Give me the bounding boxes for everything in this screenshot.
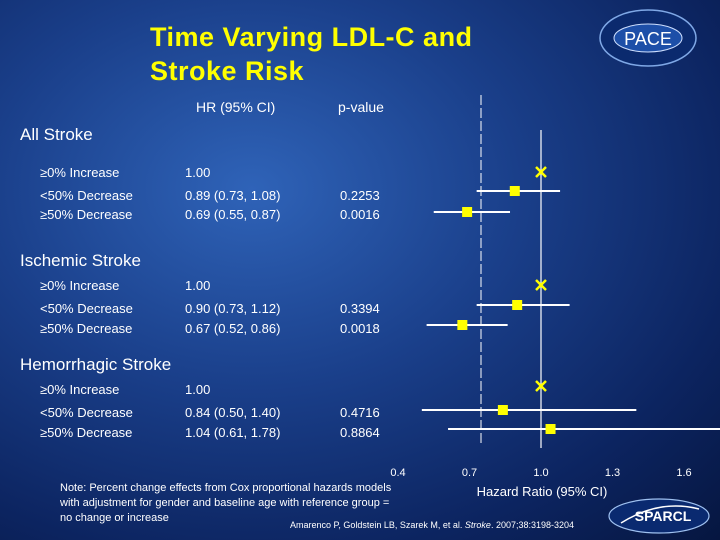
sparcl-logo: SPARCL [607, 497, 711, 535]
x-tick-label: 1.0 [533, 467, 548, 479]
row-hr: 1.00 [185, 278, 211, 293]
x-tick-label: 0.7 [462, 467, 477, 479]
row-p: 0.0018 [340, 321, 380, 336]
x-tick-label: 1.3 [605, 467, 620, 479]
citation-authors: Amarenco P, Goldstein LB, Szarek M, et a… [290, 520, 465, 530]
row-label: ≥0% Increase [40, 278, 120, 293]
reference-marker [535, 380, 547, 392]
hr-marker [509, 186, 520, 196]
row-label: <50% Decrease [40, 301, 133, 316]
title-line-2: Stroke Risk [150, 56, 305, 86]
citation-journal: Stroke [464, 520, 491, 530]
citation: Amarenco P, Goldstein LB, Szarek M, et a… [290, 520, 574, 530]
pace-logo-text: PACE [624, 29, 672, 49]
row-label: ≥0% Increase [40, 165, 120, 180]
row-p: 0.8864 [340, 425, 380, 440]
x-tick-label: 0.4 [390, 467, 405, 479]
row-label: ≥50% Decrease [40, 321, 133, 336]
sparcl-logo-text: SPARCL [635, 508, 692, 524]
row-hr: 0.89 (0.73, 1.08) [185, 188, 281, 203]
pace-logo: PACE [598, 8, 698, 68]
row-p: 0.3394 [340, 301, 380, 316]
slide-title: Time Varying LDL-C and Stroke Risk [150, 20, 473, 88]
row-hr: 1.00 [185, 382, 211, 397]
row-p: 0.0016 [340, 207, 380, 222]
citation-rest: . 2007;38:3198-3204 [490, 520, 575, 530]
hr-marker [457, 320, 468, 330]
row-label: ≥50% Decrease [40, 425, 133, 440]
title-line-1: Time Varying LDL-C and [150, 22, 473, 52]
footnote: Note: Percent change effects from Cox pr… [60, 482, 392, 524]
row-p: 0.4716 [340, 405, 380, 420]
row-hr: 1.00 [185, 165, 211, 180]
reference-marker [535, 279, 547, 291]
hr-marker [462, 207, 473, 217]
row-label: <50% Decrease [40, 405, 133, 420]
row-label: <50% Decrease [40, 188, 133, 203]
section-hemorrhagic-stroke: Hemorrhagic Stroke [20, 355, 172, 374]
header-p: p-value [338, 99, 384, 115]
x-tick-label: 1.6 [676, 467, 691, 479]
row-hr: 0.67 (0.52, 0.86) [185, 321, 281, 336]
x-axis-label: Hazard Ratio (95% CI) [477, 484, 608, 499]
reference-marker [535, 166, 547, 178]
row-hr: 0.69 (0.55, 0.87) [185, 207, 281, 222]
row-label: ≥50% Decrease [40, 207, 133, 222]
row-hr: 1.04 (0.61, 1.78) [185, 425, 281, 440]
section-all-stroke: All Stroke [20, 125, 93, 144]
hr-marker [497, 405, 508, 415]
row-p: 0.2253 [340, 188, 380, 203]
hr-marker [545, 424, 556, 434]
hr-marker [512, 300, 523, 310]
section-ischemic-stroke: Ischemic Stroke [20, 251, 141, 270]
row-hr: 0.90 (0.73, 1.12) [185, 301, 281, 316]
row-hr: 0.84 (0.50, 1.40) [185, 405, 281, 420]
row-label: ≥0% Increase [40, 382, 120, 397]
header-hr: HR (95% CI) [196, 99, 276, 115]
